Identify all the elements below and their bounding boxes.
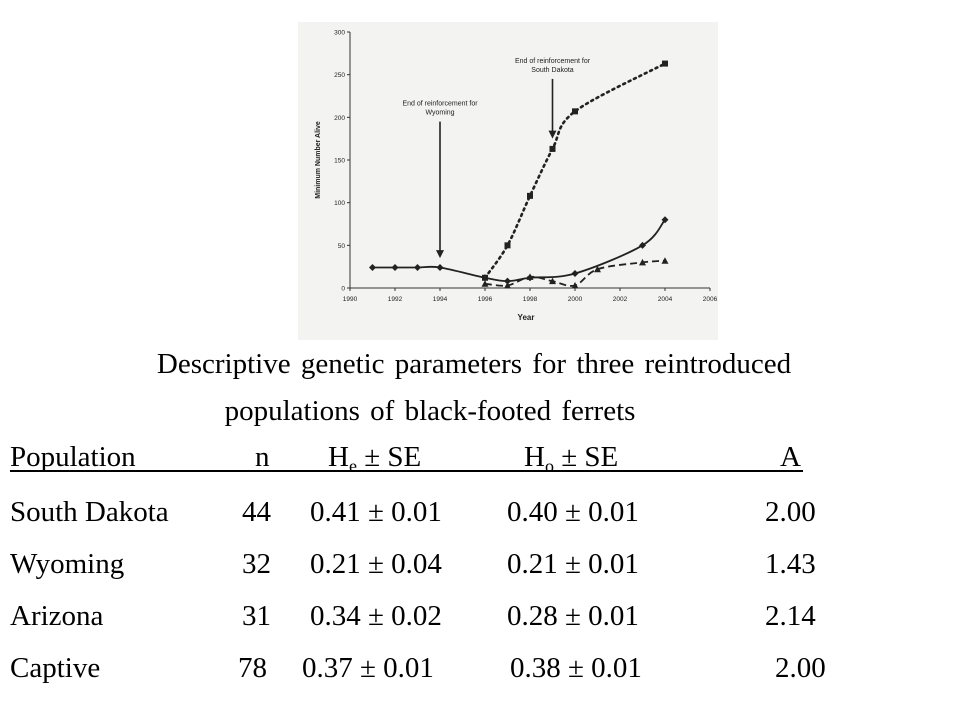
data-point-square bbox=[527, 192, 533, 199]
data-point-triangle bbox=[594, 265, 601, 273]
annotation-arrow-head bbox=[436, 250, 444, 259]
cell-he: 0.37 ± 0.01 bbox=[302, 652, 434, 684]
data-point-diamond bbox=[504, 277, 511, 285]
y-tick-label: 0 bbox=[341, 286, 345, 293]
data-point-triangle bbox=[549, 277, 556, 285]
header-ho-sub: o bbox=[544, 456, 554, 476]
cell-a: 2.00 bbox=[775, 652, 826, 684]
y-tick-label: 300 bbox=[334, 30, 345, 37]
header-ho: Ho ± SE bbox=[524, 440, 618, 483]
annotation-text: End of reinforcement for bbox=[515, 58, 591, 65]
line-chart: 0 50 100 150 200 250 300 1990 1992 1994 1996 1998 20… bbox=[315, 30, 718, 323]
y-tick-label: 100 bbox=[334, 200, 345, 207]
cell-population: Wyoming bbox=[10, 548, 125, 580]
caption-line-2: populations of black-footed ferrets bbox=[224, 395, 636, 427]
cell-he: 0.34 ± 0.02 bbox=[310, 600, 442, 632]
x-axis-label: Year bbox=[518, 313, 535, 322]
cell-he: 0.21 ± 0.04 bbox=[310, 548, 442, 580]
cell-population: South Dakota bbox=[10, 496, 169, 528]
data-point-triangle bbox=[639, 258, 646, 266]
x-tick-label: 1990 bbox=[343, 296, 358, 303]
cell-ho: 0.28 ± 0.01 bbox=[507, 600, 639, 632]
data-point-triangle bbox=[526, 273, 534, 280]
x-tick-label: 2004 bbox=[658, 296, 673, 303]
table-header: Population n He ± SE Ho ± SE A bbox=[10, 440, 810, 476]
data-point-diamond bbox=[639, 241, 646, 249]
data-point-square bbox=[662, 60, 668, 67]
cell-ho: 0.21 ± 0.01 bbox=[507, 548, 639, 580]
annotation-text: End of reinforcement for bbox=[402, 101, 478, 108]
cell-he: 0.41 ± 0.01 bbox=[310, 496, 442, 528]
annotation-text: Wyoming bbox=[425, 110, 454, 117]
data-point-triangle bbox=[504, 281, 511, 289]
header-a: A bbox=[780, 441, 801, 473]
series-line-dashed bbox=[484, 259, 666, 287]
data-point-diamond bbox=[571, 269, 579, 277]
series-line-south-dakota-dotted bbox=[483, 62, 667, 280]
cell-population: Captive bbox=[10, 652, 101, 684]
header-he-main: H bbox=[328, 441, 349, 473]
y-tick-label: 200 bbox=[334, 115, 345, 122]
x-tick-label: 1996 bbox=[478, 296, 493, 303]
y-tick-label: 250 bbox=[334, 72, 345, 79]
y-tick-label: 150 bbox=[334, 158, 345, 165]
header-he-rest: ± SE bbox=[356, 441, 422, 473]
table-row: Wyoming 32 0.21 ± 0.04 0.21 ± 0.01 1.43 bbox=[10, 547, 890, 581]
header-he-sub: e bbox=[348, 456, 357, 476]
data-point-diamond bbox=[436, 264, 444, 272]
cell-n: 78 bbox=[238, 652, 267, 684]
chart-panel: 0 50 100 150 200 250 300 1990 1992 1994 1996 1998 20… bbox=[298, 22, 718, 340]
x-tick-label: 1992 bbox=[388, 296, 403, 303]
cell-a: 2.00 bbox=[765, 496, 816, 528]
data-point-triangle bbox=[661, 257, 669, 264]
table-row: Arizona 31 0.34 ± 0.02 0.28 ± 0.01 2.14 bbox=[10, 599, 890, 633]
data-point-square bbox=[504, 242, 511, 249]
data-point-diamond bbox=[369, 264, 376, 272]
header-ho-rest: ± SE bbox=[553, 441, 619, 473]
x-tick-label: 1994 bbox=[433, 296, 448, 303]
cell-n: 44 bbox=[242, 496, 271, 528]
annotation-arrow-head bbox=[548, 130, 557, 139]
x-tick-label: 1998 bbox=[523, 296, 538, 303]
cell-n: 32 bbox=[242, 548, 271, 580]
header-n: n bbox=[255, 441, 270, 473]
y-tick-label: 50 bbox=[338, 243, 346, 250]
header-ho-main: H bbox=[524, 441, 545, 473]
data-point-square bbox=[572, 108, 578, 115]
table-row: Captive 78 0.37 ± 0.01 0.38 ± 0.01 2.00 bbox=[10, 651, 890, 685]
cell-ho: 0.40 ± 0.01 bbox=[507, 496, 639, 528]
cell-population: Arizona bbox=[10, 600, 104, 632]
data-point-triangle bbox=[481, 280, 489, 287]
y-axis-label: Minimum Number Alive bbox=[315, 121, 322, 199]
x-tick-label: 2006 bbox=[703, 296, 718, 303]
data-point-diamond bbox=[661, 216, 669, 224]
data-point-diamond bbox=[414, 264, 421, 272]
data-point-diamond bbox=[481, 274, 489, 282]
data-point-diamond bbox=[391, 264, 399, 272]
cell-ho: 0.38 ± 0.01 bbox=[510, 652, 642, 684]
x-tick-label: 2002 bbox=[613, 296, 628, 303]
header-he: He ± SE bbox=[328, 440, 421, 483]
header-underline bbox=[10, 470, 803, 472]
caption-line-1: Descriptive genetic parameters for three… bbox=[156, 348, 792, 380]
x-tick-label: 2000 bbox=[568, 296, 583, 303]
data-point-triangle bbox=[571, 281, 579, 289]
cell-a: 2.14 bbox=[765, 600, 816, 632]
table-row: South Dakota 44 0.41 ± 0.01 0.40 ± 0.01 … bbox=[10, 495, 890, 529]
header-population: Population bbox=[10, 441, 136, 473]
cell-a: 1.43 bbox=[765, 548, 816, 580]
cell-n: 31 bbox=[242, 600, 271, 632]
series-line-solid bbox=[372, 219, 666, 283]
annotation-text: South Dakota bbox=[531, 67, 574, 74]
data-point-square bbox=[549, 145, 556, 152]
